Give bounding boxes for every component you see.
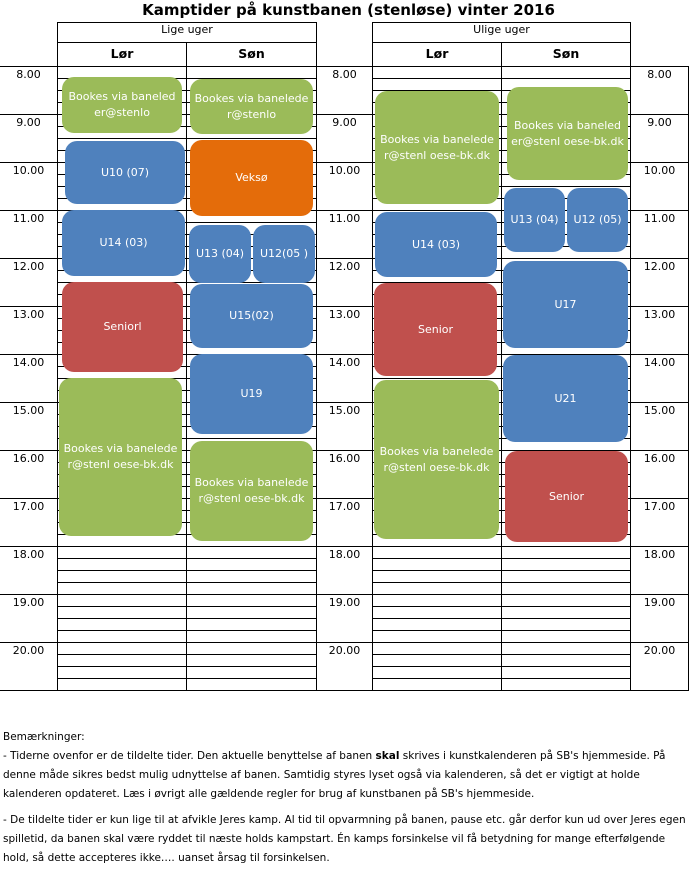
time-label: 10.00	[643, 164, 676, 177]
match-block[interactable]: Seniorl	[62, 282, 183, 372]
time-label: 12.00	[12, 260, 45, 273]
match-block[interactable]: U17	[503, 261, 628, 348]
time-label: 10.00	[12, 164, 45, 177]
time-label: 11.00	[12, 212, 45, 225]
time-label: 15.00	[12, 404, 45, 417]
booking-block[interactable]: Bookes via baneleder@stenl oese-bk.dk	[375, 91, 499, 204]
match-block[interactable]: U21	[503, 355, 628, 442]
time-label: 18.00	[12, 548, 45, 561]
time-label: 17.00	[12, 500, 45, 513]
time-label: 16.00	[643, 452, 676, 465]
day-header-lige-lor: Lør	[57, 42, 187, 67]
match-block[interactable]: U14 (03)	[62, 210, 185, 276]
time-label: 16.00	[12, 452, 45, 465]
match-block[interactable]: Senior	[374, 283, 497, 376]
note-2: - De tildelte tider er kun lige til at a…	[3, 814, 686, 864]
time-label: 13.00	[12, 308, 45, 321]
time-label: 18.00	[643, 548, 676, 561]
time-column-left	[0, 66, 58, 691]
time-label: 15.00	[328, 404, 361, 417]
time-label: 20.00	[12, 644, 45, 657]
time-label: 12.00	[328, 260, 361, 273]
time-label: 11.00	[643, 212, 676, 225]
time-label: 19.00	[328, 596, 361, 609]
time-label: 19.00	[12, 596, 45, 609]
match-block[interactable]: Senior	[505, 451, 628, 542]
time-label: 17.00	[328, 500, 361, 513]
booking-block[interactable]: Bookes via baneleder@stenlo	[190, 79, 313, 134]
day-header-ulige-lor: Lør	[372, 42, 502, 67]
day-header-ulige-son: Søn	[501, 42, 631, 67]
time-label: 20.00	[328, 644, 361, 657]
booking-block[interactable]: Bookes via baneleder@stenlo	[62, 77, 182, 133]
match-block[interactable]: U15(02)	[190, 284, 313, 348]
match-block[interactable]: U14 (03)	[375, 212, 497, 277]
match-block[interactable]: U12 (05)	[567, 188, 628, 252]
time-label: 20.00	[643, 644, 676, 657]
match-block[interactable]: U19	[190, 354, 313, 434]
booking-block[interactable]: Bookes via baneleder@stenl oese-bk.dk	[507, 87, 628, 180]
time-label: 18.00	[328, 548, 361, 561]
time-label: 8.00	[16, 68, 41, 81]
booking-block[interactable]: Bookes via baneleder@stenl oese-bk.dk	[59, 378, 182, 536]
time-label: 9.00	[647, 116, 672, 129]
page-title: Kamptider på kunstbanen (stenløse) vinte…	[142, 1, 555, 19]
match-block[interactable]: U12(05 )	[253, 225, 315, 283]
time-column-middle	[316, 66, 373, 691]
group-header-ulige: Ulige uger	[372, 22, 631, 43]
time-label: 10.00	[328, 164, 361, 177]
time-label: 14.00	[643, 356, 676, 369]
match-block[interactable]: U13 (04)	[504, 188, 565, 252]
time-label: 15.00	[643, 404, 676, 417]
time-label: 11.00	[328, 212, 361, 225]
time-label: 8.00	[647, 68, 672, 81]
match-block[interactable]: U10 (07)	[65, 141, 185, 204]
notes-heading: Bemærkninger:	[3, 731, 85, 743]
time-label: 8.00	[332, 68, 357, 81]
time-label: 14.00	[328, 356, 361, 369]
booking-block[interactable]: Bookes via baneleder@stenl oese-bk.dk	[374, 380, 499, 539]
notes: Bemærkninger: - Tiderne ovenfor er de ti…	[3, 728, 693, 872]
booking-block[interactable]: Bookes via baneleder@stenl oese-bk.dk	[190, 441, 313, 541]
note-1-emphasis: skal	[375, 750, 400, 762]
time-label: 9.00	[16, 116, 41, 129]
match-block[interactable]: U13 (04)	[189, 225, 251, 283]
time-label: 9.00	[332, 116, 357, 129]
note-1-text: - Tiderne ovenfor er de tildelte tider. …	[3, 750, 376, 762]
time-label: 16.00	[328, 452, 361, 465]
time-label: 13.00	[328, 308, 361, 321]
time-label: 12.00	[643, 260, 676, 273]
note-1-text-cont: skrives i kunstkalenderen på SB's hjemme…	[3, 750, 666, 800]
group-header-lige: Lige uger	[57, 22, 317, 43]
note-1: - Tiderne ovenfor er de tildelte tider. …	[3, 747, 693, 804]
time-column-right	[630, 66, 689, 691]
time-label: 17.00	[643, 500, 676, 513]
day-header-lige-son: Søn	[186, 42, 317, 67]
time-label: 19.00	[643, 596, 676, 609]
match-block[interactable]: Veksø	[190, 140, 313, 216]
time-label: 13.00	[643, 308, 676, 321]
time-label: 14.00	[12, 356, 45, 369]
